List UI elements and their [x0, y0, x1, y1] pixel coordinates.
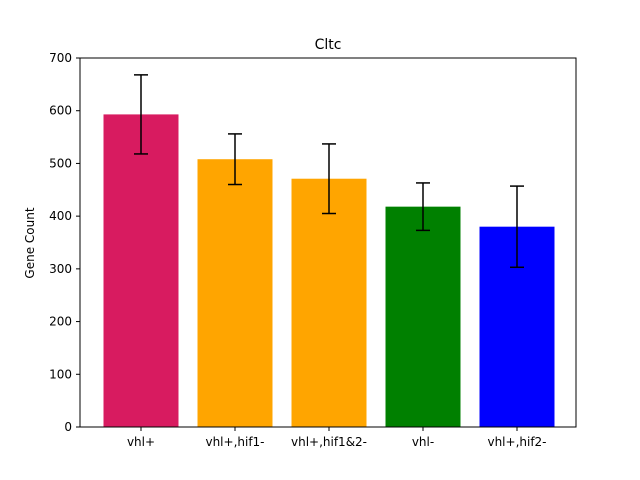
x-axis-ticks: vhl+ vhl+,hif1- vhl+,hif1&2- vhl-vhl+,hif2-	[127, 427, 547, 449]
y-tick-label-5: 500	[49, 156, 72, 170]
y-tick-label-0: 0	[64, 420, 72, 434]
y-axis-ticks: 0 100 200 300 400 500 600 700	[49, 51, 80, 434]
x-tick-label-0: vhl+	[127, 435, 155, 449]
y-tick-label-1: 100	[49, 367, 72, 381]
y-tick-label-2: 200	[49, 315, 72, 329]
y-axis-label: Gene Count	[23, 207, 37, 278]
x-tick-label-4: vhl+,hif2-	[487, 435, 546, 449]
bar-0	[103, 114, 179, 427]
plot-frame	[79, 57, 577, 428]
x-tick-label-3: vhl-	[412, 435, 434, 449]
y-tick-label-6: 600	[49, 104, 72, 118]
y-tick-label-3: 300	[49, 262, 72, 276]
bar-1	[197, 159, 273, 427]
y-tick-label-7: 700	[49, 51, 72, 65]
x-tick-label-2: vhl+,hif1&2-	[291, 435, 367, 449]
bar-2	[291, 178, 367, 427]
y-tick-label-4: 400	[49, 209, 72, 223]
error-bars-group	[134, 74, 524, 269]
x-tick-label-1: vhl+,hif1-	[205, 435, 264, 449]
chart-title: Cltc	[315, 37, 342, 53]
bar-3	[385, 206, 461, 427]
bars-group	[103, 114, 555, 427]
